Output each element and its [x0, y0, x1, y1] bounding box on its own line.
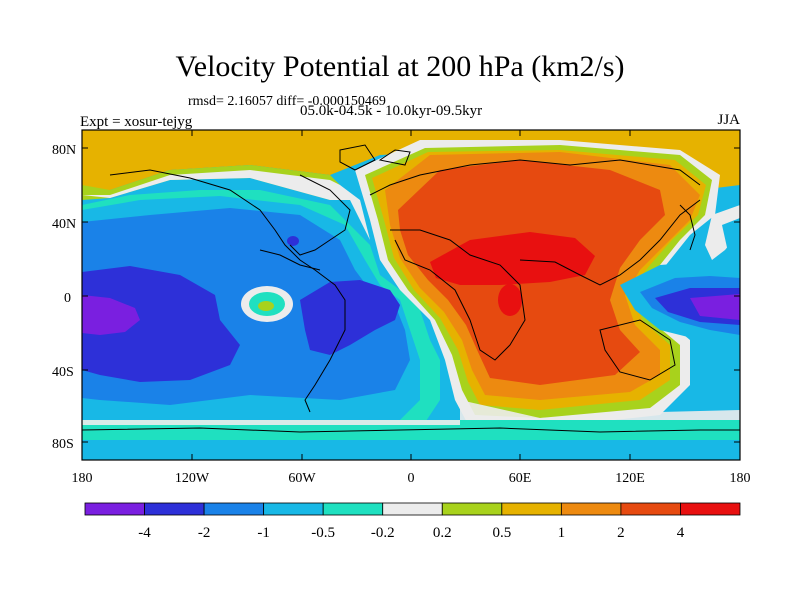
lon-label-60e: 60E	[509, 471, 532, 486]
asia-maximum	[430, 232, 595, 285]
antarctic-cyan-band	[82, 440, 740, 460]
season-label: JJA	[717, 112, 740, 128]
colorbar-label: 0.2	[433, 525, 452, 541]
colorbar-label: -1	[257, 525, 270, 541]
colorbar-label: 2	[617, 525, 625, 541]
colorbar: -4 -2 -1 -0.5 -0.2 0.2 0.5 1 2 4	[84, 502, 741, 541]
period-line: 05.0k-04.5k - 10.0kyr-09.5kyr	[300, 103, 483, 119]
coastlines	[82, 144, 740, 433]
colorbar-label: 0.5	[492, 525, 511, 541]
colorbar-swatch	[441, 502, 503, 516]
lon-label-180w: 180	[72, 471, 93, 486]
lat-ticks	[82, 147, 740, 443]
colorbar-label: -2	[198, 525, 211, 541]
colorbar-label: 1	[558, 525, 566, 541]
contour-field	[82, 130, 740, 460]
colorbar-label: -4	[138, 525, 151, 541]
colorbar-swatch	[322, 502, 384, 516]
lat-label-0: 0	[64, 291, 71, 306]
central-pacific-lobe	[82, 266, 240, 382]
stats-line: rmsd= 2.16057 diff= -0.000150469	[188, 94, 386, 109]
colorbar-label: 4	[677, 525, 685, 541]
colorbar-swatch	[84, 502, 145, 516]
warm-pool-minimum	[690, 294, 740, 320]
caribbean-spot	[287, 236, 299, 246]
colorbar-swatch	[501, 502, 562, 516]
lon-label-180e: 180	[730, 471, 751, 486]
lon-label-0: 0	[408, 471, 415, 486]
colorbar-label: -0.2	[371, 525, 395, 541]
colorbar-swatch	[144, 502, 205, 516]
antarctic-neutral-band	[82, 400, 740, 425]
colorbar-swatch	[203, 502, 265, 516]
north-pacific-neutral-stripe	[705, 205, 740, 260]
lon-label-120e: 120E	[615, 471, 645, 486]
lon-label-60w: 60W	[288, 471, 316, 486]
lat-label-40n: 40N	[52, 217, 76, 232]
lon-label-120w: 120W	[175, 471, 210, 486]
map-title: Velocity Potential at 200 hPa (km2/s)	[175, 50, 625, 83]
pacific-minimum	[82, 295, 140, 335]
colorbar-swatch	[382, 502, 443, 516]
lat-label-80n: 80N	[52, 143, 76, 158]
colorbar-label: -0.5	[311, 525, 335, 541]
colorbar-swatch	[620, 502, 681, 516]
experiment-label: Expt = xosur-tejyg	[80, 114, 193, 130]
colorbar-swatch	[680, 502, 741, 516]
east-africa-maximum	[498, 284, 522, 316]
andes-core	[258, 301, 274, 311]
colorbar-swatch	[263, 502, 324, 516]
north-pacific-cyan-stripe	[722, 218, 740, 252]
lat-label-40s: 40S	[52, 365, 74, 380]
lat-label-80s: 80S	[52, 437, 74, 452]
lon-ticks	[81, 130, 741, 460]
colorbar-swatch	[560, 502, 622, 516]
south-america-lobe	[300, 280, 400, 355]
arctic-neutral-band	[82, 170, 370, 240]
